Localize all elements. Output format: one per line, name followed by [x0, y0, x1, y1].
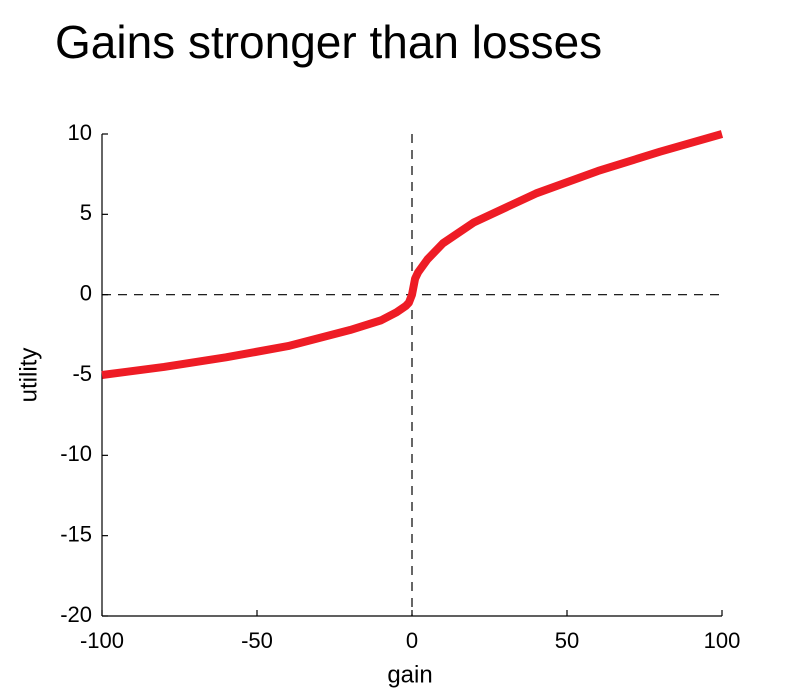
y-tick-label: -5	[72, 361, 92, 386]
x-tick-label: -100	[80, 628, 124, 653]
x-axis-label: gain	[387, 661, 432, 688]
data-line	[101, 130, 724, 379]
chart-title: Gains stronger than losses	[55, 16, 602, 68]
x-tick-label: -50	[241, 628, 273, 653]
y-tick-label: -20	[60, 602, 92, 627]
y-tick-label: 5	[80, 200, 92, 225]
x-tick-label: 0	[406, 628, 418, 653]
x-tick-label: 100	[704, 628, 741, 653]
y-tick-label: 0	[80, 280, 92, 305]
y-tick-label: -15	[60, 521, 92, 546]
y-tick-label: -10	[60, 441, 92, 466]
y-tick-label: 10	[68, 120, 92, 145]
x-tick-label: 50	[555, 628, 579, 653]
y-axis-label: utility	[15, 348, 42, 403]
